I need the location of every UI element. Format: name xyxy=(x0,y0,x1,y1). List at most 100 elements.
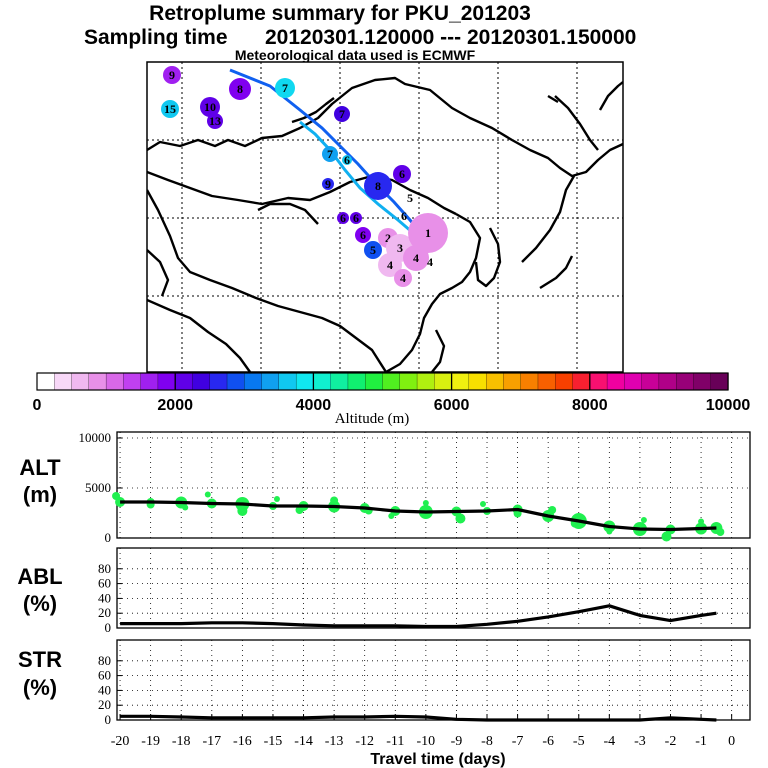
y-tick-label: 60 xyxy=(98,668,111,683)
altitude-point xyxy=(548,506,557,514)
map-marker-label: 4 xyxy=(413,251,419,265)
panel-ylabel-units: (%) xyxy=(23,591,57,616)
colorbar-cell xyxy=(451,372,470,391)
colorbar-tick-labels: 0 2000 4000 6000 8000 10000 xyxy=(33,373,751,414)
map-marker: 7 xyxy=(322,146,338,162)
x-tick-label: -1 xyxy=(695,734,707,749)
colorbar-cell xyxy=(365,372,384,391)
colorbar-tick-label: 0 xyxy=(33,397,42,414)
x-tick-label: -18 xyxy=(172,734,191,749)
colorbar-cell xyxy=(261,372,280,391)
panel-alt: 0 5000 10000 ALT(m) xyxy=(19,430,751,545)
map-marker-dot xyxy=(322,178,334,190)
panel-gridlines xyxy=(117,640,750,721)
y-tick-label: 80 xyxy=(98,561,111,576)
colorbar-cell xyxy=(537,372,556,391)
map-marker-label: 3 xyxy=(397,241,403,255)
map-marker-dot xyxy=(337,212,349,224)
map-marker-dot xyxy=(342,155,352,165)
colorbar-cell xyxy=(555,372,574,391)
x-tick-label: -10 xyxy=(417,734,436,749)
map-marker: 7 xyxy=(275,78,295,98)
altitude-point xyxy=(423,512,429,518)
map-marker-label: 7 xyxy=(339,107,345,121)
map-marker-dot xyxy=(408,213,448,253)
map-marker-label: 2 xyxy=(385,231,391,245)
sampling-label: Sampling time xyxy=(84,26,228,49)
map-marker: 4 xyxy=(394,269,412,287)
map-marker-label: 10 xyxy=(204,100,216,114)
colorbar-cell xyxy=(416,372,435,391)
altitude-point xyxy=(455,513,466,524)
figure-title: Retroplume summary for PKU_201203 xyxy=(149,2,531,25)
map-marker: 6 xyxy=(342,153,352,167)
colorbar-tick-label: 6000 xyxy=(434,397,470,414)
map-marker: 6 xyxy=(355,227,371,243)
y-tick-label: 80 xyxy=(98,653,111,668)
colorbar-label: Altitude (m) xyxy=(335,411,410,427)
colorbar-cell xyxy=(192,372,211,391)
colorbar-cell xyxy=(175,372,194,391)
map-marker-label: 6 xyxy=(340,211,346,225)
x-tick-label: -6 xyxy=(542,734,554,749)
series-line-alt xyxy=(120,500,717,532)
panel-ylabel: STR xyxy=(18,647,62,672)
map-marker-label: 6 xyxy=(401,209,407,223)
altitude-point xyxy=(182,504,189,511)
map-marker: 6 xyxy=(350,211,362,225)
x-tick-label: -13 xyxy=(325,734,344,749)
map-marker-dot xyxy=(200,97,220,117)
colorbar-cell xyxy=(399,372,418,391)
colorbar-cell xyxy=(244,372,263,391)
map-marker-label: 5 xyxy=(370,243,376,257)
colorbar-cell xyxy=(606,372,625,391)
x-tick-label: -5 xyxy=(573,734,585,749)
map-marker-dot xyxy=(334,106,350,122)
altitude-point xyxy=(480,501,487,507)
colorbar-cell xyxy=(520,372,539,391)
colorbar-cell xyxy=(88,372,107,391)
x-tick-label: -11 xyxy=(386,734,404,749)
map-outlines xyxy=(147,76,623,372)
map-marker-dot xyxy=(355,227,371,243)
map-marker: 13 xyxy=(207,113,223,129)
altitude-point xyxy=(640,517,647,523)
map-marker-label: 9 xyxy=(325,177,331,191)
colorbar-cell xyxy=(295,372,315,391)
map-marker-dot xyxy=(275,78,295,98)
panel-ylabel-units: (m) xyxy=(23,482,57,507)
colorbar-cell xyxy=(105,372,125,391)
colorbar-cell xyxy=(278,372,297,391)
y-tick-label: 60 xyxy=(98,576,111,591)
map-marker-dot xyxy=(378,253,402,277)
colorbar-cell xyxy=(572,372,591,391)
colorbar-tick-label: 10000 xyxy=(706,397,751,414)
colorbar-cell xyxy=(589,372,608,391)
map-marker-label: 13 xyxy=(209,114,221,128)
y-tick-label: 0 xyxy=(105,712,112,727)
map-marker: 4 xyxy=(378,253,402,277)
colorbar-cell xyxy=(624,372,643,391)
map-marker-dot xyxy=(394,269,412,287)
map-marker-dot xyxy=(393,165,411,183)
colorbar-cell xyxy=(36,372,55,391)
map-marker: 10 xyxy=(200,97,220,117)
map-marker-label: 6 xyxy=(353,211,359,225)
colorbar-cell xyxy=(468,372,487,391)
map-marker-label: 6 xyxy=(360,228,366,242)
colorbar-cell xyxy=(330,372,349,391)
y-tick-label: 40 xyxy=(98,682,111,697)
colorbar-tick-label: 4000 xyxy=(296,397,332,414)
map-marker-label: 4 xyxy=(400,271,406,285)
altitude-point xyxy=(698,518,705,525)
map-marker-dot xyxy=(229,78,251,100)
colorbar-cell xyxy=(209,372,228,391)
map-marker: 15 xyxy=(161,100,179,118)
altitude-point xyxy=(388,513,395,519)
map-marker-dot xyxy=(403,245,429,271)
altitude-point xyxy=(330,496,339,505)
